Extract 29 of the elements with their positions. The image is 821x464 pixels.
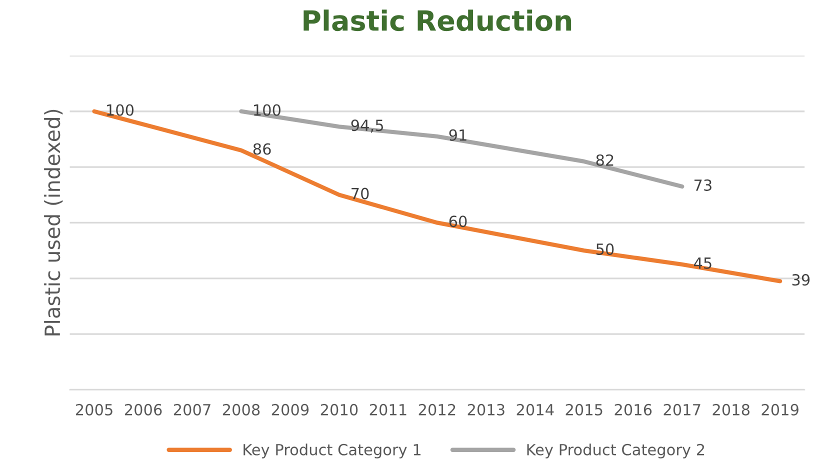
data-label: 73 [694,179,712,191]
y-axis-title: Plastic used (indexed) [44,110,63,336]
x-tick-label: 2008 [222,404,260,416]
x-tick-label: 2013 [468,404,504,416]
data-label: 100 [107,104,134,116]
chart-title: Plastic Reduction [304,10,572,32]
x-tick-label: 2005 [76,404,112,416]
data-label: 82 [596,154,614,166]
data-label: 70 [352,188,369,200]
x-tick-label: 2014 [516,404,554,416]
data-label: 91 [449,129,466,141]
x-tick-label: 2011 [370,404,406,416]
x-tick-label: 2012 [418,404,456,416]
x-tick-label: 2009 [272,404,309,416]
data-label: 60 [449,216,467,228]
x-tick-label: 2007 [174,404,210,416]
data-label: 94,5 [351,120,384,133]
x-tick-label: 2018 [712,404,750,416]
legend-label: Key Product Category 2 [527,444,704,458]
x-tick-label: 2006 [124,404,162,416]
legend-label: Key Product Category 1 [244,444,420,458]
data-label: 100 [254,104,280,116]
x-tick-label: 2017 [664,404,700,416]
x-tick-label: 2015 [566,404,602,416]
x-tick-label: 2016 [614,404,652,416]
data-label: 39 [792,274,810,286]
data-label: 86 [253,143,271,155]
x-tick-label: 2019 [762,404,798,416]
x-tick-label: 2010 [320,404,358,416]
